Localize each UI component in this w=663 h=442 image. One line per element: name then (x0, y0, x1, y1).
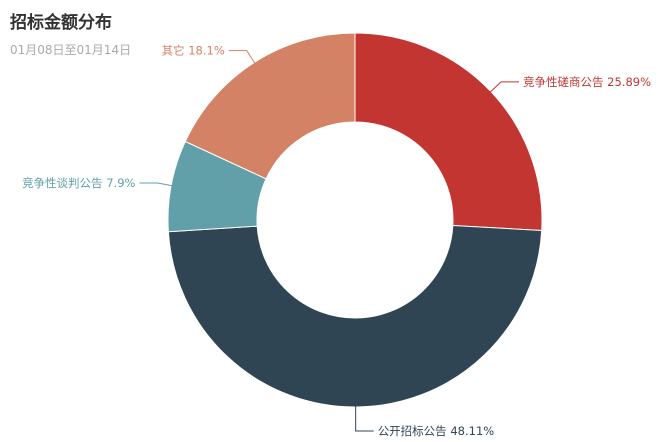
slice-1[interactable] (167, 224, 543, 408)
slice-labels: 竞争性磋商公告 25.89% 公开招标公告 48.11% 竞争性谈判公告 7.9% 其… (22, 44, 651, 438)
chart-subtitle: 01月08日至01月14日 (10, 43, 132, 57)
slice-3[interactable] (184, 32, 356, 180)
slice-label-3: 其它 18.1% (162, 44, 225, 58)
leader-line-3 (228, 50, 256, 65)
leader-line-0 (489, 81, 520, 94)
chart-title: 招标金额分布 (10, 13, 112, 33)
leader-line-1 (355, 404, 374, 432)
slice-label-2: 竞争性谈判公告 7.9% (22, 176, 135, 190)
slice-0[interactable] (354, 32, 543, 231)
donut-slices (167, 32, 543, 408)
leader-line-2 (139, 182, 174, 187)
slice-label-0: 竞争性磋商公告 25.89% (523, 75, 651, 89)
slice-label-1: 公开招标公告 48.11% (378, 424, 495, 438)
